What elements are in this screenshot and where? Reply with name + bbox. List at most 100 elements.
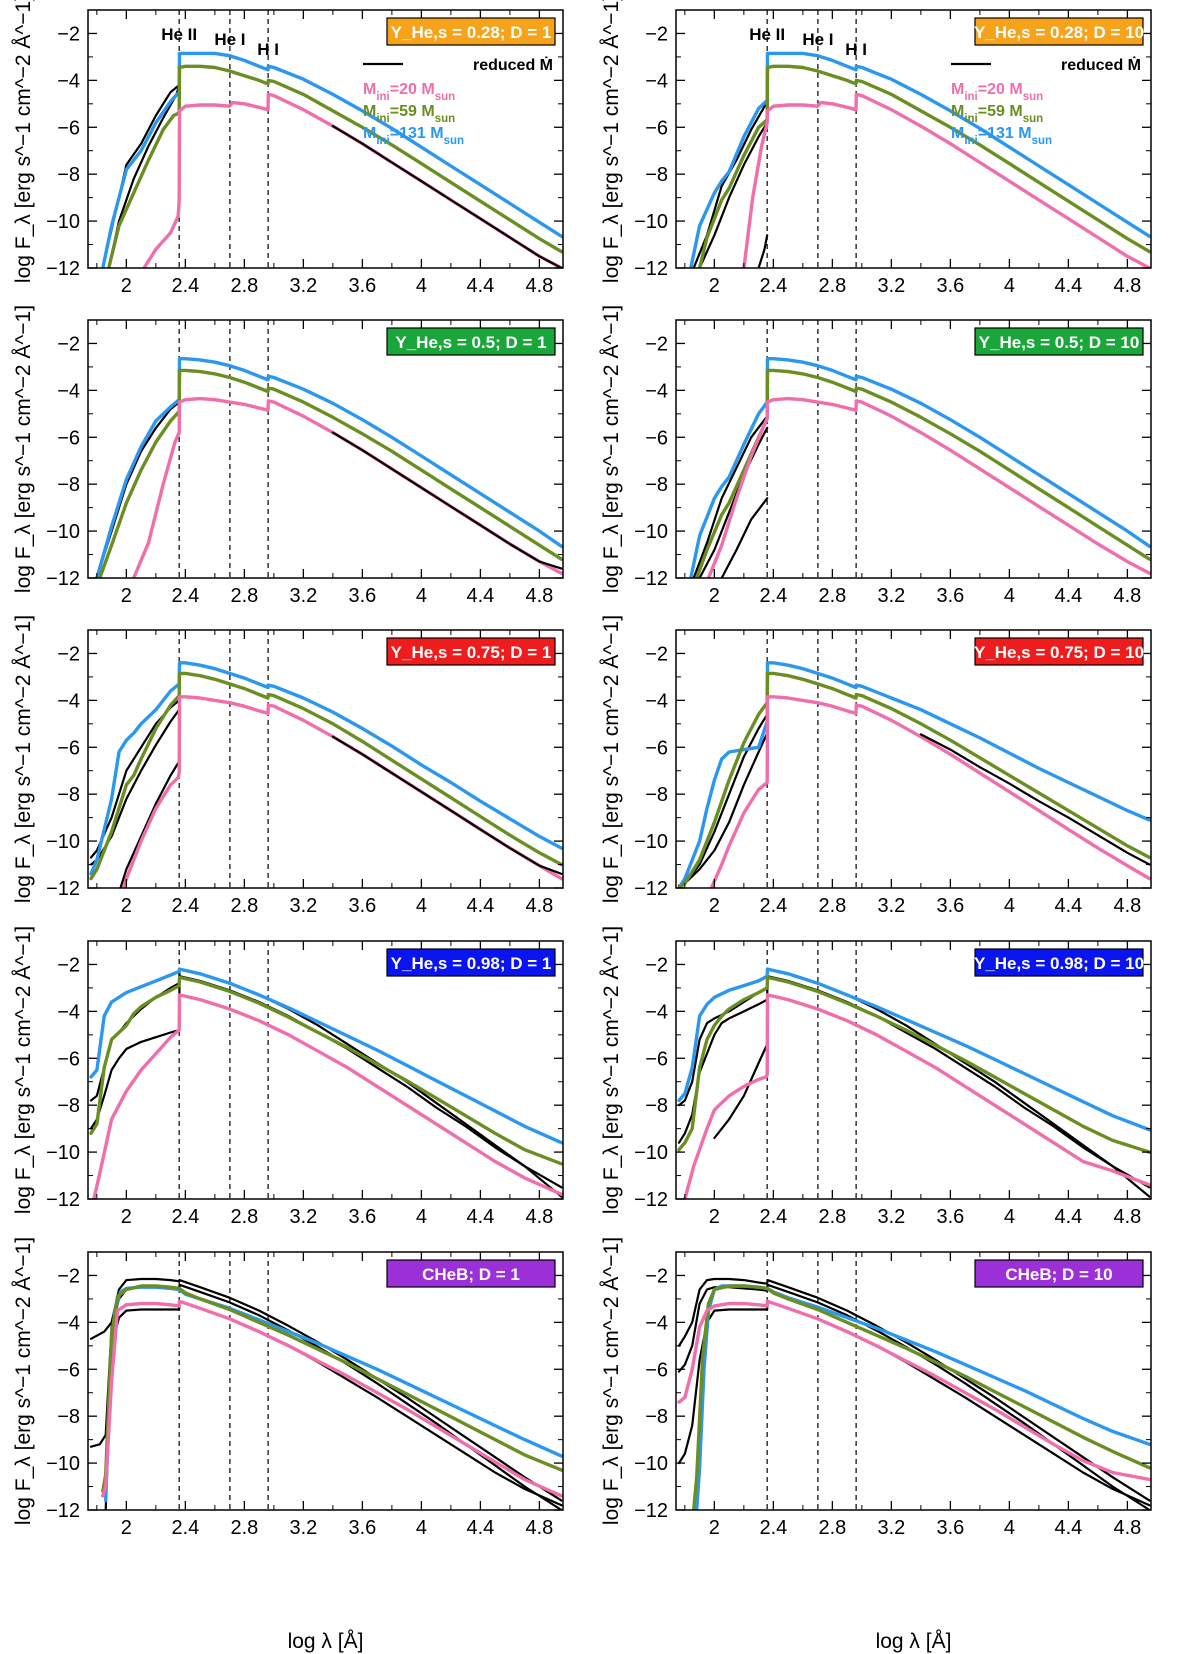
y-tick-label: −12 bbox=[634, 568, 668, 590]
y-tick-label: −2 bbox=[57, 643, 80, 665]
x-tick-label: 2 bbox=[709, 275, 720, 297]
x-tick-label: 2 bbox=[709, 1206, 720, 1228]
legend-label-m0: Mini=20 Msun bbox=[951, 81, 1043, 103]
y-tick-label: −2 bbox=[57, 1265, 80, 1287]
legend-label-m2-part: =131 M bbox=[978, 125, 1032, 142]
series-m59 bbox=[677, 975, 1151, 1154]
y-axis-title: log F_λ [erg s^−1 cm^−2 Å^−1] bbox=[12, 0, 35, 283]
plot-frame bbox=[675, 940, 1152, 1200]
series-reduced-m131 bbox=[677, 1277, 1151, 1502]
panel-badge-label: Y_He,s = 0.5; D = 10 bbox=[979, 333, 1140, 352]
x-tick-label: 4.4 bbox=[1054, 895, 1082, 917]
y-tick-label: −2 bbox=[645, 23, 668, 45]
y-axis-title: log F_λ [erg s^−1 cm^−2 Å^−1] bbox=[600, 1237, 623, 1525]
edge-label: He II bbox=[161, 25, 197, 44]
x-tick-label: 3.6 bbox=[936, 1206, 964, 1228]
x-tick-label: 4.4 bbox=[1054, 275, 1082, 297]
y-tick-label: −10 bbox=[46, 211, 80, 233]
x-tick-label: 2.8 bbox=[230, 1517, 258, 1539]
panel-badge bbox=[974, 17, 1144, 46]
edge-label: He II bbox=[749, 25, 785, 44]
y-tick-label: −6 bbox=[57, 737, 80, 759]
y-axis-title: log F_λ [erg s^−1 cm^−2 Å^−1] bbox=[600, 305, 623, 593]
legend-label-m2-part: =131 M bbox=[390, 125, 444, 142]
series-m59 bbox=[101, 1284, 563, 1493]
series-m131 bbox=[103, 1285, 563, 1503]
series-reduced-m20 bbox=[677, 1300, 1151, 1507]
series-m59 bbox=[89, 671, 563, 881]
x-tick-label: 4.8 bbox=[525, 275, 553, 297]
x-tick-label: 3.6 bbox=[348, 895, 376, 917]
series-reduced-m59 bbox=[89, 975, 563, 1198]
y-axis-title: log F_λ [erg s^−1 cm^−2 Å^−1] bbox=[12, 615, 35, 903]
x-tick-label: 4 bbox=[416, 275, 427, 297]
x-tick-label: 4 bbox=[1004, 585, 1015, 607]
y-tick-label: −4 bbox=[57, 1001, 80, 1023]
x-tick-label: 3.2 bbox=[289, 1517, 317, 1539]
x-axis-title: log λ [Å] bbox=[876, 1630, 952, 1653]
series-m59 bbox=[677, 671, 1151, 888]
x-tick-label: 4.8 bbox=[1113, 275, 1141, 297]
x-tick-label: 4.4 bbox=[1054, 585, 1082, 607]
y-tick-label: −4 bbox=[57, 380, 80, 402]
series-group bbox=[89, 967, 563, 1199]
panel-badge bbox=[386, 637, 556, 666]
series-m20 bbox=[121, 695, 563, 888]
x-tick-label: 2.4 bbox=[171, 895, 199, 917]
x-tick-label: 2.4 bbox=[171, 275, 199, 297]
edge-label: He I bbox=[802, 30, 833, 49]
y-tick-label: −6 bbox=[57, 427, 80, 449]
series-reduced-m59 bbox=[698, 121, 769, 268]
plot-frame bbox=[87, 629, 564, 889]
x-tick-label: 4 bbox=[1004, 1206, 1015, 1228]
y-tick-label: −8 bbox=[645, 1095, 668, 1117]
y-axis-title: log F_λ [erg s^−1 cm^−2 Å^−1] bbox=[600, 0, 623, 283]
series-group bbox=[101, 51, 563, 268]
series-group bbox=[89, 661, 563, 888]
y-tick-label: −6 bbox=[645, 737, 668, 759]
legend-label-m1-part: =59 M bbox=[978, 103, 1023, 120]
y-tick-label: −6 bbox=[645, 1359, 668, 1381]
y-tick-label: −12 bbox=[634, 1189, 668, 1211]
x-tick-label: 3.6 bbox=[348, 1206, 376, 1228]
x-tick-label: 2.4 bbox=[759, 895, 787, 917]
x-tick-label: 2 bbox=[709, 585, 720, 607]
series-reduced-m59 bbox=[107, 83, 181, 268]
series-group bbox=[677, 661, 1151, 888]
legend-label-m2: Mini=131 Msun bbox=[363, 125, 464, 147]
x-tick-label: 3.6 bbox=[936, 275, 964, 297]
x-tick-label: 2.8 bbox=[818, 1206, 846, 1228]
y-tick-label: −6 bbox=[645, 117, 668, 139]
series-group bbox=[95, 357, 563, 578]
panel-badge-label: CHeB; D = 10 bbox=[1005, 1265, 1112, 1284]
series-reduced-m20 bbox=[119, 760, 181, 888]
x-tick-label: 4.8 bbox=[1113, 895, 1141, 917]
legend-label-m2: Mini=131 Msun bbox=[951, 125, 1052, 147]
x-tick-label: 3.2 bbox=[289, 1206, 317, 1228]
y-tick-label: −10 bbox=[634, 1142, 668, 1164]
series-reduced-m20 bbox=[331, 124, 563, 268]
plot-frame bbox=[87, 940, 564, 1200]
series-group bbox=[689, 357, 1151, 578]
y-tick-label: −8 bbox=[645, 1406, 668, 1428]
x-tick-label: 4 bbox=[1004, 275, 1015, 297]
series-reduced-m59 bbox=[677, 975, 1151, 1198]
legend-label-m0-part: M bbox=[951, 81, 964, 98]
x-tick-label: 2.4 bbox=[759, 1517, 787, 1539]
y-axis-title: log F_λ [erg s^−1 cm^−2 Å^−1] bbox=[600, 926, 623, 1214]
x-tick-label: 2.4 bbox=[171, 1206, 199, 1228]
series-reduced-m20 bbox=[104, 1300, 563, 1510]
y-tick-label: −8 bbox=[645, 784, 668, 806]
panel-2: 2 2.4 2.8 3.2 3.6 4 4.4 4.8 −12 −10 −8 −6 −4 −2 log F_… bbox=[600, 0, 1152, 297]
panel-badge-label: CHeB; D = 1 bbox=[422, 1265, 520, 1284]
panel-badge bbox=[974, 948, 1144, 977]
y-tick-label: −10 bbox=[46, 1142, 80, 1164]
series-reduced-m59 bbox=[89, 1283, 563, 1510]
x-tick-label: 4.4 bbox=[466, 895, 494, 917]
x-tick-label: 3.2 bbox=[289, 895, 317, 917]
series-m59 bbox=[692, 1284, 1151, 1510]
panel-badge bbox=[974, 327, 1144, 356]
legend-label-m1-part: sun bbox=[435, 113, 455, 125]
edge-label: H I bbox=[845, 40, 867, 59]
legend-label-reduced: reduced Ṁ bbox=[1061, 56, 1141, 74]
